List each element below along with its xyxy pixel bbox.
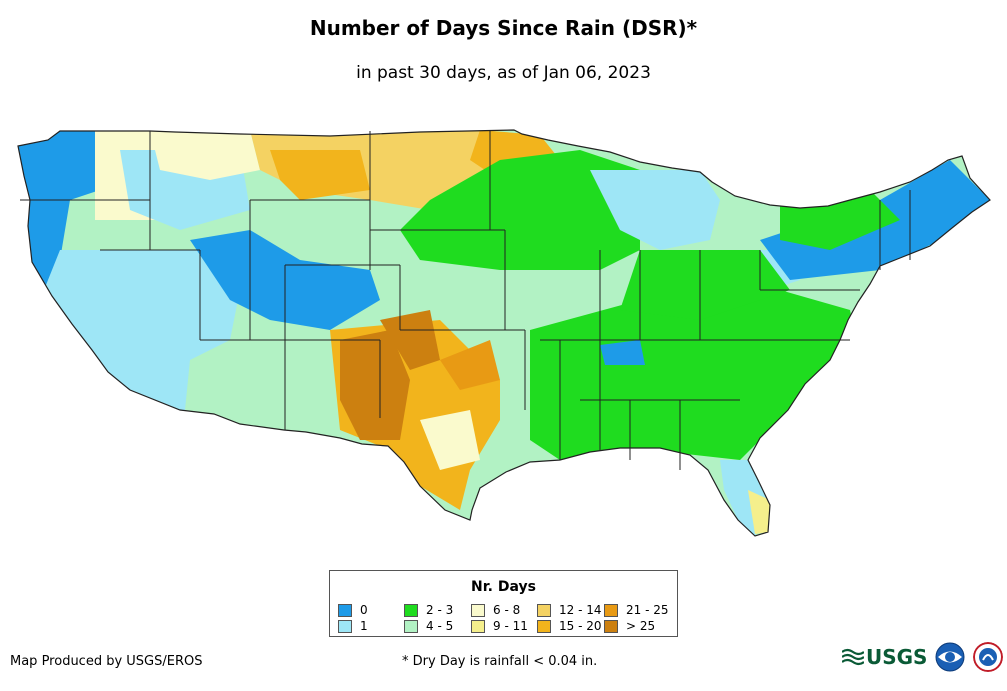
dry-day-footnote: * Dry Day is rainfall < 0.04 in.: [402, 654, 598, 669]
legend-swatch: [471, 603, 485, 617]
usgs-logo-text: USGS: [866, 645, 928, 669]
map-subtitle: in past 30 days, as of Jan 06, 2023: [356, 63, 651, 83]
legend-item-2-3: 2 - 3: [404, 603, 453, 617]
nws-logo: [973, 642, 1004, 672]
map-credit: Map Produced by USGS/EROS: [10, 654, 203, 669]
legend-swatch: [404, 603, 418, 617]
legend-label: 15 - 20: [559, 619, 602, 633]
legend-label: 2 - 3: [426, 603, 454, 617]
usgs-wave-icon: [842, 648, 864, 666]
map-title: Number of Days Since Rain (DSR)*: [309, 16, 698, 40]
us-dsr-map: [17, 129, 991, 537]
noaa-logo: [935, 642, 965, 672]
legend-label: 6 - 8: [493, 603, 521, 617]
usgs-logo: USGS: [842, 645, 927, 669]
legend-swatch: [537, 603, 551, 617]
legend-title: Nr. Days: [471, 579, 536, 595]
legend-item-1: 1: [338, 619, 368, 633]
legend-label: 0: [360, 603, 368, 617]
legend-label: 12 - 14: [559, 603, 602, 617]
legend-item-over-25: > 25: [604, 619, 655, 633]
legend-swatch: [604, 603, 618, 617]
legend-box: Nr. Days 0 1 2 - 3 4 - 5 6 - 8 9 - 11 12…: [329, 570, 678, 637]
legend-swatch: [471, 619, 485, 633]
legend-item-4-5: 4 - 5: [404, 619, 453, 633]
legend-swatch: [404, 619, 418, 633]
legend-label: 1: [360, 619, 368, 633]
legend-label: 21 - 25: [626, 603, 669, 617]
legend-item-0: 0: [338, 603, 368, 617]
legend-item-9-11: 9 - 11: [471, 619, 528, 633]
agency-logos: USGS: [842, 638, 1004, 676]
legend-item-21-25: 21 - 25: [604, 603, 669, 617]
legend-item-15-20: 15 - 20: [537, 619, 602, 633]
legend-label: > 25: [626, 619, 656, 633]
legend-label: 4 - 5: [426, 619, 454, 633]
legend-item-6-8: 6 - 8: [471, 603, 520, 617]
legend-swatch: [537, 619, 551, 633]
legend-label: 9 - 11: [493, 619, 528, 633]
legend-swatch: [604, 619, 618, 633]
legend-item-12-14: 12 - 14: [537, 603, 602, 617]
legend-swatch: [338, 603, 352, 617]
legend-swatch: [338, 619, 352, 633]
